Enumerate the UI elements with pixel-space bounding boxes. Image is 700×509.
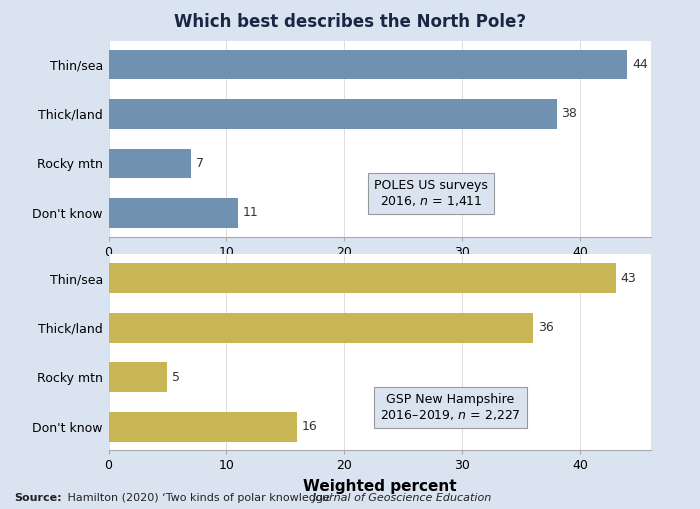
Text: 44: 44 — [632, 58, 648, 71]
Bar — [108, 412, 298, 442]
Bar — [108, 362, 167, 392]
Text: 36: 36 — [538, 321, 554, 334]
Text: Source:: Source: — [14, 493, 62, 503]
Text: POLES US surveys
2016, $n$ = 1,411: POLES US surveys 2016, $n$ = 1,411 — [374, 179, 488, 208]
Text: Journal of Geoscience Education: Journal of Geoscience Education — [313, 493, 492, 503]
Bar — [108, 50, 627, 79]
Text: 7: 7 — [196, 157, 204, 170]
Text: 38: 38 — [561, 107, 577, 121]
Text: 16: 16 — [302, 420, 318, 433]
X-axis label: Weighted percent: Weighted percent — [303, 479, 456, 494]
Text: 11: 11 — [243, 207, 259, 219]
Text: 43: 43 — [620, 272, 636, 285]
Bar — [108, 264, 615, 293]
Bar — [108, 198, 238, 228]
Text: Which best describes the North Pole?: Which best describes the North Pole? — [174, 13, 526, 31]
Text: GSP New Hampshire
2016–2019, $n$ = 2,227: GSP New Hampshire 2016–2019, $n$ = 2,227 — [380, 393, 521, 422]
Bar — [108, 149, 191, 178]
Bar — [108, 99, 556, 129]
Text: Hamilton (2020) ‘Two kinds of polar knowledge’: Hamilton (2020) ‘Two kinds of polar know… — [64, 493, 337, 503]
Text: 5: 5 — [172, 371, 180, 384]
Bar — [108, 313, 533, 343]
